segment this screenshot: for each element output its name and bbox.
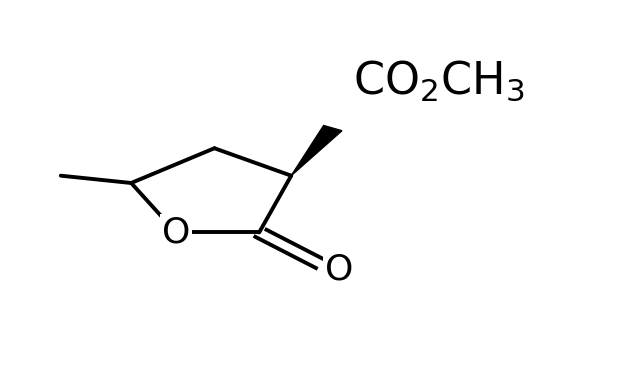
Text: O: O <box>162 216 190 249</box>
Text: O: O <box>325 252 353 286</box>
Polygon shape <box>291 126 342 176</box>
Text: CO$_2$CH$_3$: CO$_2$CH$_3$ <box>353 58 524 103</box>
